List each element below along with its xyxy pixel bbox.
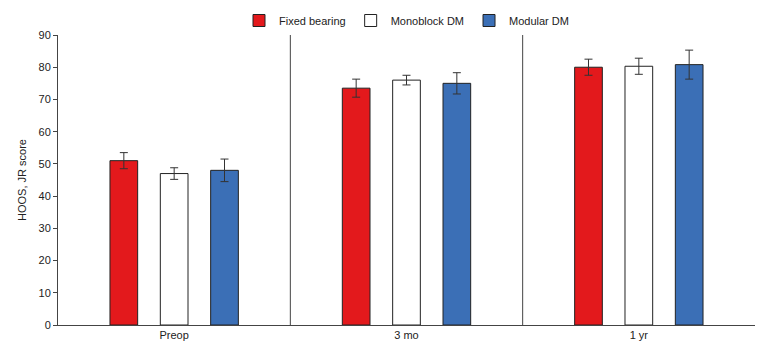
svg-text:30: 30	[39, 222, 51, 234]
svg-text:90: 90	[39, 29, 51, 41]
svg-text:40: 40	[39, 190, 51, 202]
svg-text:0: 0	[45, 319, 51, 331]
svg-text:Monoblock DM: Monoblock DM	[391, 15, 464, 27]
svg-text:Preop: Preop	[159, 329, 188, 341]
svg-text:HOOS, JR score: HOOS, JR score	[16, 139, 28, 221]
svg-text:80: 80	[39, 61, 51, 73]
svg-text:Fixed bearing: Fixed bearing	[279, 15, 346, 27]
svg-text:10: 10	[39, 287, 51, 299]
svg-text:60: 60	[39, 126, 51, 138]
svg-text:70: 70	[39, 93, 51, 105]
svg-text:20: 20	[39, 254, 51, 266]
svg-text:50: 50	[39, 158, 51, 170]
svg-text:1 yr: 1 yr	[630, 329, 649, 341]
svg-text:3 mo: 3 mo	[394, 329, 418, 341]
svg-text:Modular DM: Modular DM	[509, 15, 569, 27]
